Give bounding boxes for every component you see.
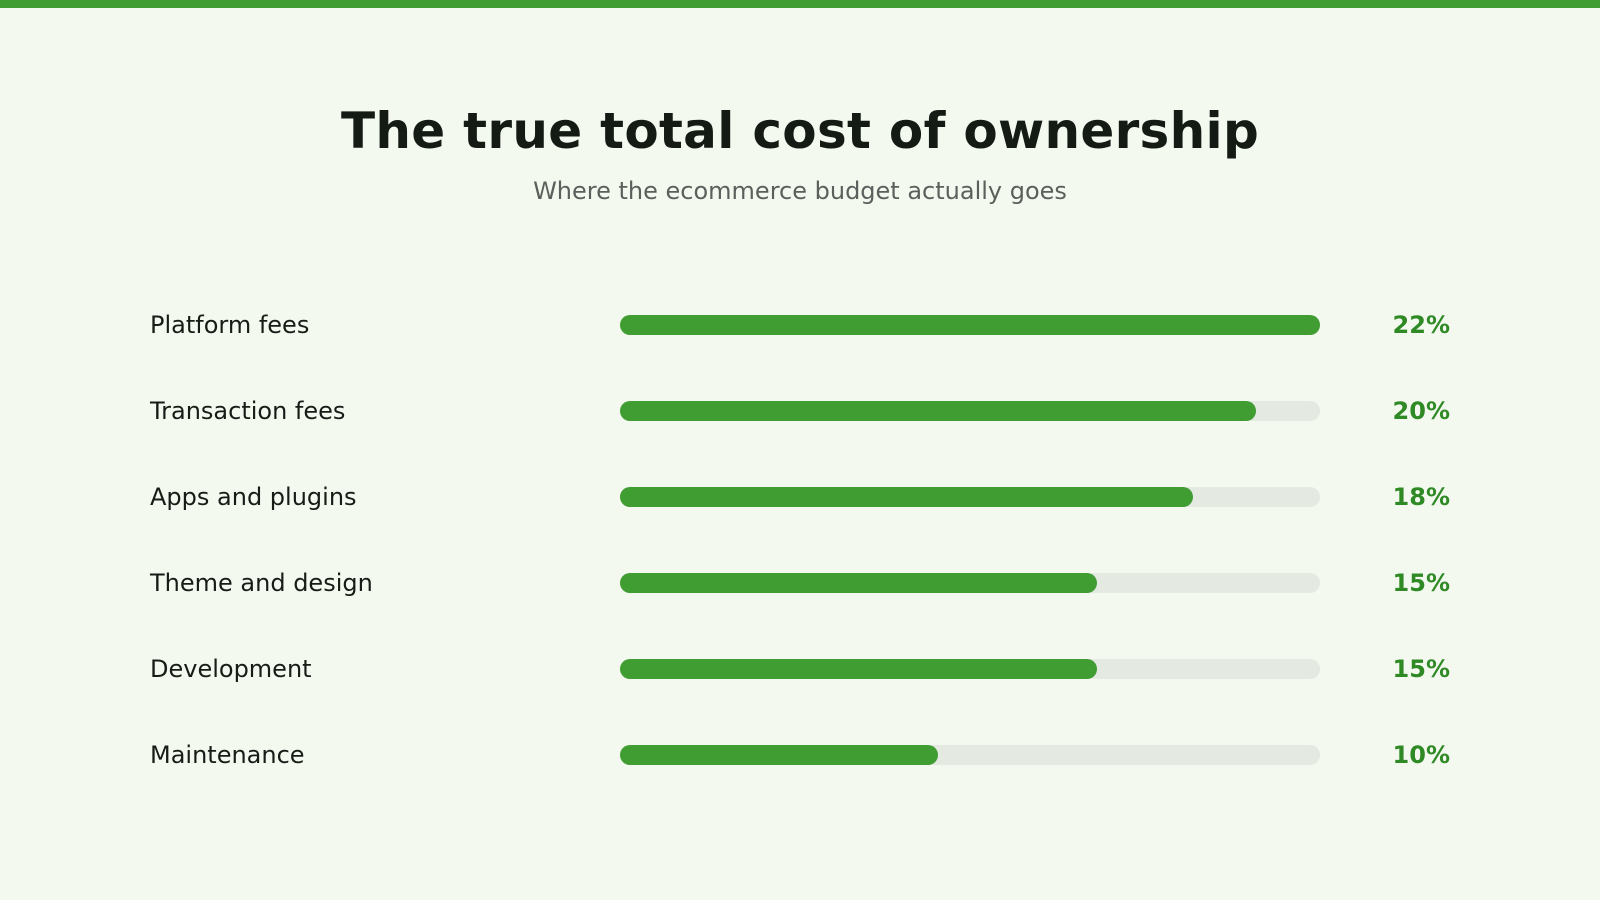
bar-track bbox=[620, 745, 1320, 765]
bar-category-label: Development bbox=[150, 655, 312, 683]
bar-row: Development 15% bbox=[0, 649, 1600, 689]
bar-value-label: 20% bbox=[1392, 397, 1450, 425]
bar bbox=[620, 487, 1193, 507]
chart-header: The true total cost of ownership Where t… bbox=[0, 96, 1600, 206]
bar-value-label: 10% bbox=[1392, 741, 1450, 769]
bar-category-label: Theme and design bbox=[150, 569, 373, 597]
bar bbox=[620, 401, 1257, 421]
bar bbox=[620, 659, 1098, 679]
bar-track bbox=[620, 315, 1320, 335]
bar-category-label: Transaction fees bbox=[150, 397, 346, 425]
bar-track bbox=[620, 573, 1320, 593]
bar bbox=[620, 315, 1320, 335]
bar-track bbox=[620, 401, 1320, 421]
bar-row: Theme and design 15% bbox=[0, 563, 1600, 603]
bar-category-label: Platform fees bbox=[150, 311, 310, 339]
bar-track bbox=[620, 659, 1320, 679]
bar-category-label: Apps and plugins bbox=[150, 483, 357, 511]
bar-value-label: 15% bbox=[1392, 569, 1450, 597]
bar-row: Platform fees 22% bbox=[0, 305, 1600, 345]
bar-track bbox=[620, 487, 1320, 507]
bar-category-label: Maintenance bbox=[150, 741, 305, 769]
bar-row: Maintenance 10% bbox=[0, 735, 1600, 775]
bar-row: Transaction fees 20% bbox=[0, 391, 1600, 431]
bar-row: Apps and plugins 18% bbox=[0, 477, 1600, 517]
bar bbox=[620, 745, 939, 765]
bar-value-label: 15% bbox=[1392, 655, 1450, 683]
bar-value-label: 22% bbox=[1392, 311, 1450, 339]
bar-value-label: 18% bbox=[1392, 483, 1450, 511]
bar bbox=[620, 573, 1098, 593]
chart-title: The true total cost of ownership bbox=[340, 102, 1260, 160]
chart-subtitle: Where the ecommerce budget actually goes bbox=[533, 177, 1067, 205]
top-accent-bar bbox=[0, 0, 1600, 8]
